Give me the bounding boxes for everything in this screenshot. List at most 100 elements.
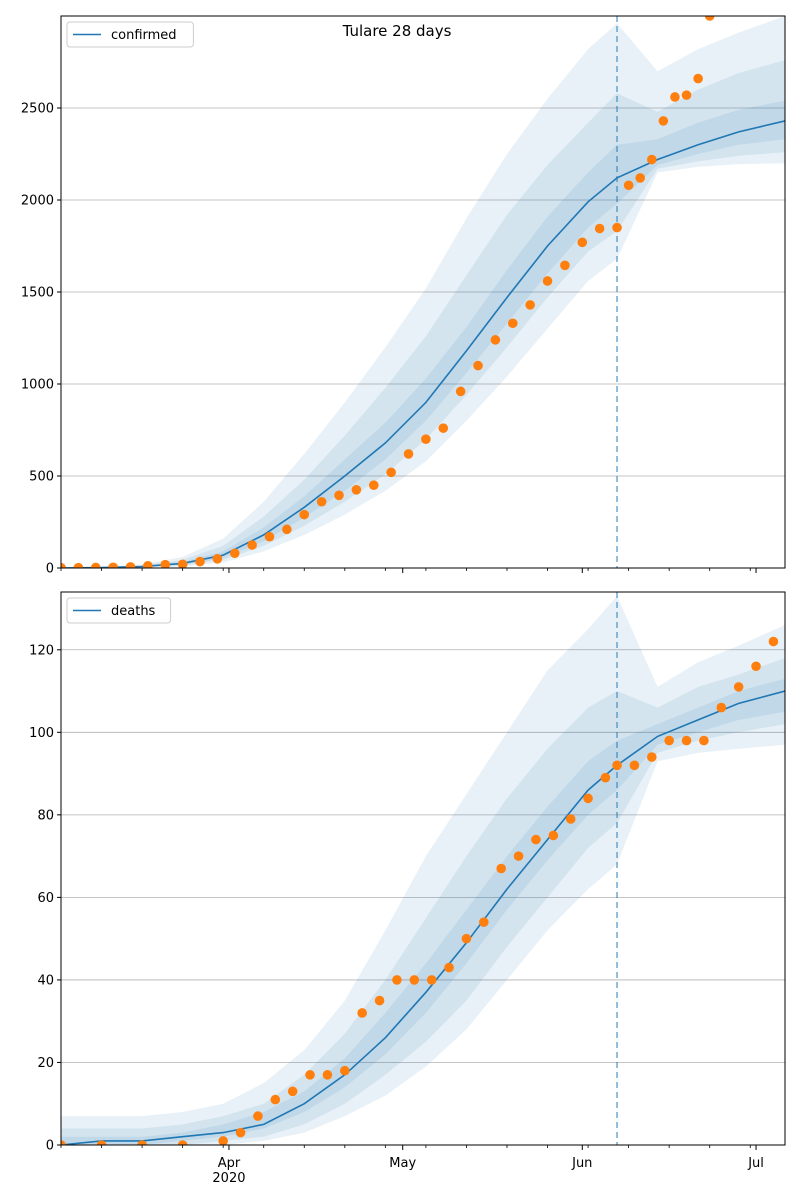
uncertainty-band-2 [61, 60, 785, 568]
legend-box [66, 597, 172, 624]
observed-point [699, 735, 709, 746]
y-tick-label: 20 [37, 1056, 54, 1071]
observed-point [340, 1065, 350, 1076]
observed-point [409, 975, 420, 985]
observed-point [733, 682, 744, 692]
uncertainty-band-1 [61, 16, 785, 568]
y-tick-label: 2500 [21, 102, 54, 117]
observed-point [282, 524, 292, 535]
y-tick-label: 0 [46, 1139, 54, 1154]
observed-point [195, 556, 205, 567]
observed-point [264, 531, 275, 542]
observed-point [490, 335, 501, 345]
observed-point [421, 434, 431, 445]
observed-point [507, 318, 518, 329]
observed-point [751, 661, 761, 672]
legend-box [66, 21, 194, 48]
observed-point [125, 562, 136, 568]
y-tick-label: 100 [29, 726, 54, 741]
observed-point [177, 1140, 188, 1145]
observed-point [565, 814, 576, 824]
plot-area [61, 592, 785, 1145]
observed-point [247, 540, 257, 550]
y-tick-label: 1000 [21, 378, 54, 393]
observed-point [299, 509, 310, 520]
observed-point [351, 485, 362, 495]
observed-point [531, 834, 541, 845]
observed-point [716, 702, 727, 713]
observed-point [177, 559, 188, 568]
observed-point [444, 962, 454, 973]
observed-point [542, 276, 553, 286]
uncertainty-band-3 [61, 100, 785, 568]
observed-point [287, 1086, 298, 1097]
observed-point [403, 449, 414, 459]
observed-point [374, 995, 385, 1006]
observed-point [623, 180, 634, 191]
observed-point [664, 735, 674, 746]
observed-point [357, 1008, 367, 1018]
observed-point [73, 562, 84, 568]
observed-point [646, 154, 657, 165]
observed-point [137, 1140, 147, 1145]
observed-point [577, 237, 588, 248]
observed-point [61, 562, 66, 568]
observed-point [455, 386, 466, 397]
x-tick-label: Jun [571, 1156, 592, 1171]
observed-point [386, 467, 396, 478]
observed-point [612, 760, 622, 771]
uncertainty-band-1 [61, 596, 785, 1145]
y-tick-label: 120 [29, 643, 54, 658]
observed-point [583, 793, 593, 804]
deaths-panel: 0 20 40 60 80 100 120 Apr May Jun Jul 2020 deaths [29, 591, 786, 1186]
observed-point [548, 830, 559, 841]
observed-point [235, 1127, 246, 1138]
observed-point [525, 300, 535, 310]
legend: deaths [66, 597, 172, 624]
observed-point [305, 1070, 315, 1080]
x-tick-label: May [389, 1156, 416, 1171]
confirmed-panel: 0 500 1000 1500 2000 2500 confirmed [21, 15, 786, 577]
y-tick-label: 60 [37, 891, 54, 906]
legend-label: confirmed [111, 28, 177, 43]
observed-point [270, 1094, 281, 1105]
observed-point [229, 548, 240, 559]
observed-point [473, 360, 483, 371]
y-tick-label: 1500 [21, 286, 54, 301]
x-tick-label: Jul [747, 1156, 764, 1171]
observed-point [658, 116, 669, 126]
observed-point [218, 1136, 228, 1145]
observed-point [670, 92, 680, 102]
observed-point [681, 735, 692, 746]
observed-point [143, 560, 153, 568]
observed-point [61, 1140, 66, 1145]
observed-point [629, 760, 640, 771]
observed-point [90, 562, 101, 568]
observed-point [681, 90, 692, 100]
legend: confirmed [66, 21, 194, 48]
legend-label: deaths [111, 604, 156, 619]
y-tick-label: 40 [37, 973, 54, 988]
observed-point [635, 173, 645, 183]
observed-point [612, 222, 622, 233]
median-line [61, 690, 785, 1145]
observed-point [513, 851, 524, 861]
observed-point [96, 1140, 107, 1145]
observed-point [496, 863, 506, 874]
observed-point [438, 423, 449, 433]
y-tick-label: 500 [29, 470, 54, 485]
observed-point [600, 772, 611, 783]
observed-point [316, 496, 327, 507]
uncertainty-band-3 [61, 678, 785, 1145]
axes-frame [60, 591, 786, 1146]
observed-point [479, 917, 489, 927]
observed-point [212, 554, 223, 564]
y-tick-label: 0 [46, 562, 54, 577]
observed-point [560, 260, 570, 271]
observed-point [160, 559, 171, 568]
observed-point [646, 752, 657, 762]
observed-point [368, 480, 379, 491]
y-tick-label: 2000 [21, 194, 54, 209]
x-year-label: 2020 [212, 1171, 245, 1186]
